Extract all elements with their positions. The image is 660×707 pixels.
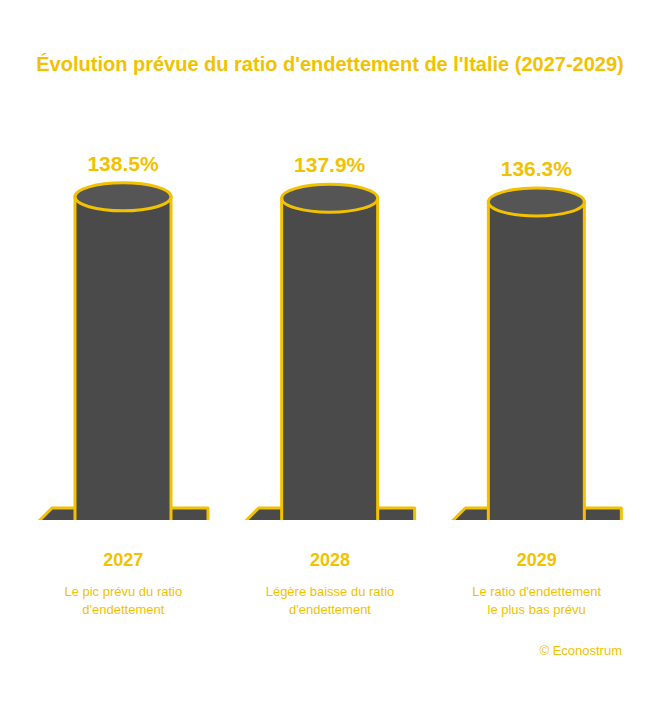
svg-text:136.3%: 136.3% bbox=[501, 157, 573, 180]
svg-text:137.9%: 137.9% bbox=[294, 153, 366, 176]
svg-text:2027: 2027 bbox=[103, 550, 143, 570]
svg-text:d'endettement: d'endettement bbox=[82, 602, 164, 617]
svg-text:138.5%: 138.5% bbox=[87, 152, 159, 175]
svg-text:d'endettement: d'endettement bbox=[289, 602, 371, 617]
svg-text:2029: 2029 bbox=[517, 550, 557, 570]
html-text:Évolution prévue du ratio d'en: Évolution prévue du ratio d'endettement … bbox=[36, 53, 624, 75]
svg-text:Le pic prévu du ratio: Le pic prévu du ratio bbox=[64, 584, 182, 599]
svg-text:le plus bas prévu: le plus bas prévu bbox=[488, 602, 586, 617]
svg-text:2028: 2028 bbox=[310, 550, 350, 570]
svg-text:Légère baisse du ratio: Légère baisse du ratio bbox=[266, 584, 395, 599]
svg-text:Le ratio d'endettement: Le ratio d'endettement bbox=[472, 584, 601, 599]
html-text:© Econostrum: © Econostrum bbox=[539, 643, 622, 658]
